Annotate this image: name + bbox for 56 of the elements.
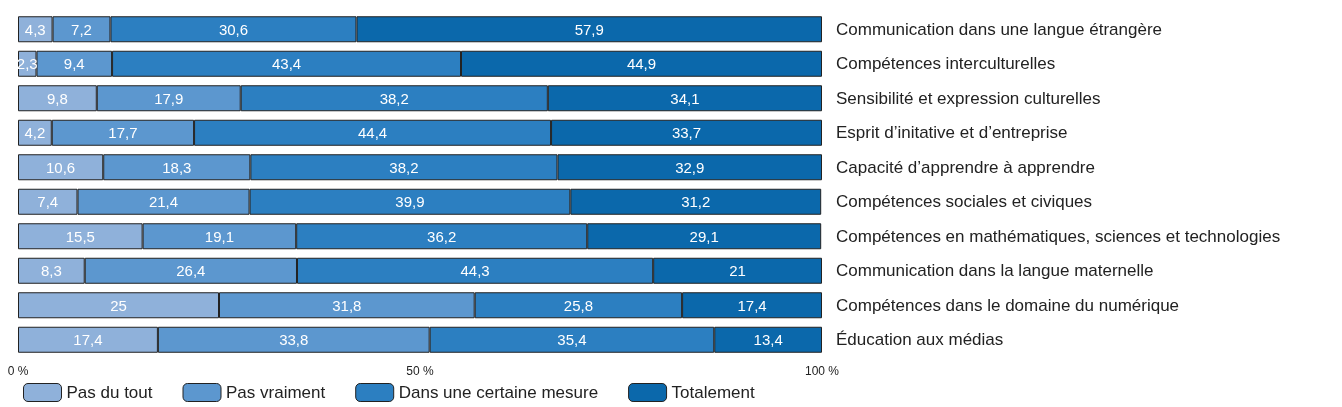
data-label: 33,7 xyxy=(671,124,702,142)
data-label: 25,8 xyxy=(563,296,593,314)
data-label: 38,2 xyxy=(379,89,409,107)
legend-label: Totalement xyxy=(671,383,756,402)
legend-label: Pas du tout xyxy=(66,383,153,402)
data-label: 31,2 xyxy=(681,193,711,211)
data-label: 8,3 xyxy=(40,262,62,280)
data-label: 18,3 xyxy=(162,158,192,176)
data-label: 10,6 xyxy=(46,158,76,176)
data-label: 9,8 xyxy=(46,89,68,107)
data-label: 19,1 xyxy=(204,227,234,245)
y-tick-label: Communication dans une langue étrangère xyxy=(836,19,1163,39)
y-tick-label: Compétences interculturelles xyxy=(836,54,1056,74)
data-label: 9,4 xyxy=(63,55,85,73)
y-tick-label: Capacité d’apprendre à apprendre xyxy=(836,157,1095,177)
data-label: 32,9 xyxy=(675,158,705,176)
data-label: 44,9 xyxy=(626,55,657,73)
data-label: 39,9 xyxy=(395,193,425,211)
data-label: 34,1 xyxy=(670,89,700,107)
data-label: 26,4 xyxy=(176,262,206,280)
data-label: 35,4 xyxy=(557,331,587,349)
data-label: 17,4 xyxy=(73,331,103,349)
y-tick-label: Sensibilité et expression culturelles xyxy=(836,88,1101,108)
data-label: 43,4 xyxy=(271,55,302,73)
data-label: 15,5 xyxy=(65,227,95,245)
data-label: 57,9 xyxy=(574,20,604,38)
data-label: 33,8 xyxy=(279,331,309,349)
y-tick-label: Éducation aux médias xyxy=(836,330,1004,350)
data-label: 21 xyxy=(729,262,746,280)
data-label: 25 xyxy=(110,296,127,314)
data-label: 21,4 xyxy=(148,193,179,211)
data-label: 4,2 xyxy=(24,124,46,142)
data-label: 44,3 xyxy=(460,262,490,280)
data-label: 7,2 xyxy=(71,20,92,38)
x-tick-label: 50 % xyxy=(406,364,434,378)
data-label: 4,3 xyxy=(24,20,46,38)
y-tick-label: Compétences en mathématiques, sciences et technologies xyxy=(836,226,1281,246)
data-label: 13,4 xyxy=(753,331,783,349)
data-label: 17,9 xyxy=(154,89,184,107)
data-label: 17,4 xyxy=(737,296,767,314)
data-label: 30,6 xyxy=(218,20,249,38)
data-label: 29,1 xyxy=(689,227,719,245)
x-tick-label: 0 % xyxy=(7,364,29,378)
data-label: 44,4 xyxy=(357,124,388,142)
y-tick-label: Communication dans la langue maternelle xyxy=(836,261,1154,281)
data-label: 7,4 xyxy=(37,193,59,211)
x-tick-label: 100 % xyxy=(804,364,840,378)
data-label: 38,2 xyxy=(389,158,419,176)
data-label: 36,2 xyxy=(427,227,457,245)
data-label: 17,7 xyxy=(108,124,138,142)
y-tick-label: Compétences dans le domaine du numérique xyxy=(836,295,1180,315)
y-tick-label: Esprit d’initative et d’entreprise xyxy=(836,123,1068,143)
legend-label: Dans une certaine mesure xyxy=(398,383,599,402)
y-tick-label: Compétences sociales et civiques xyxy=(836,192,1093,212)
data-label: 31,8 xyxy=(332,296,362,314)
legend-label: Pas vraiment xyxy=(226,383,326,402)
